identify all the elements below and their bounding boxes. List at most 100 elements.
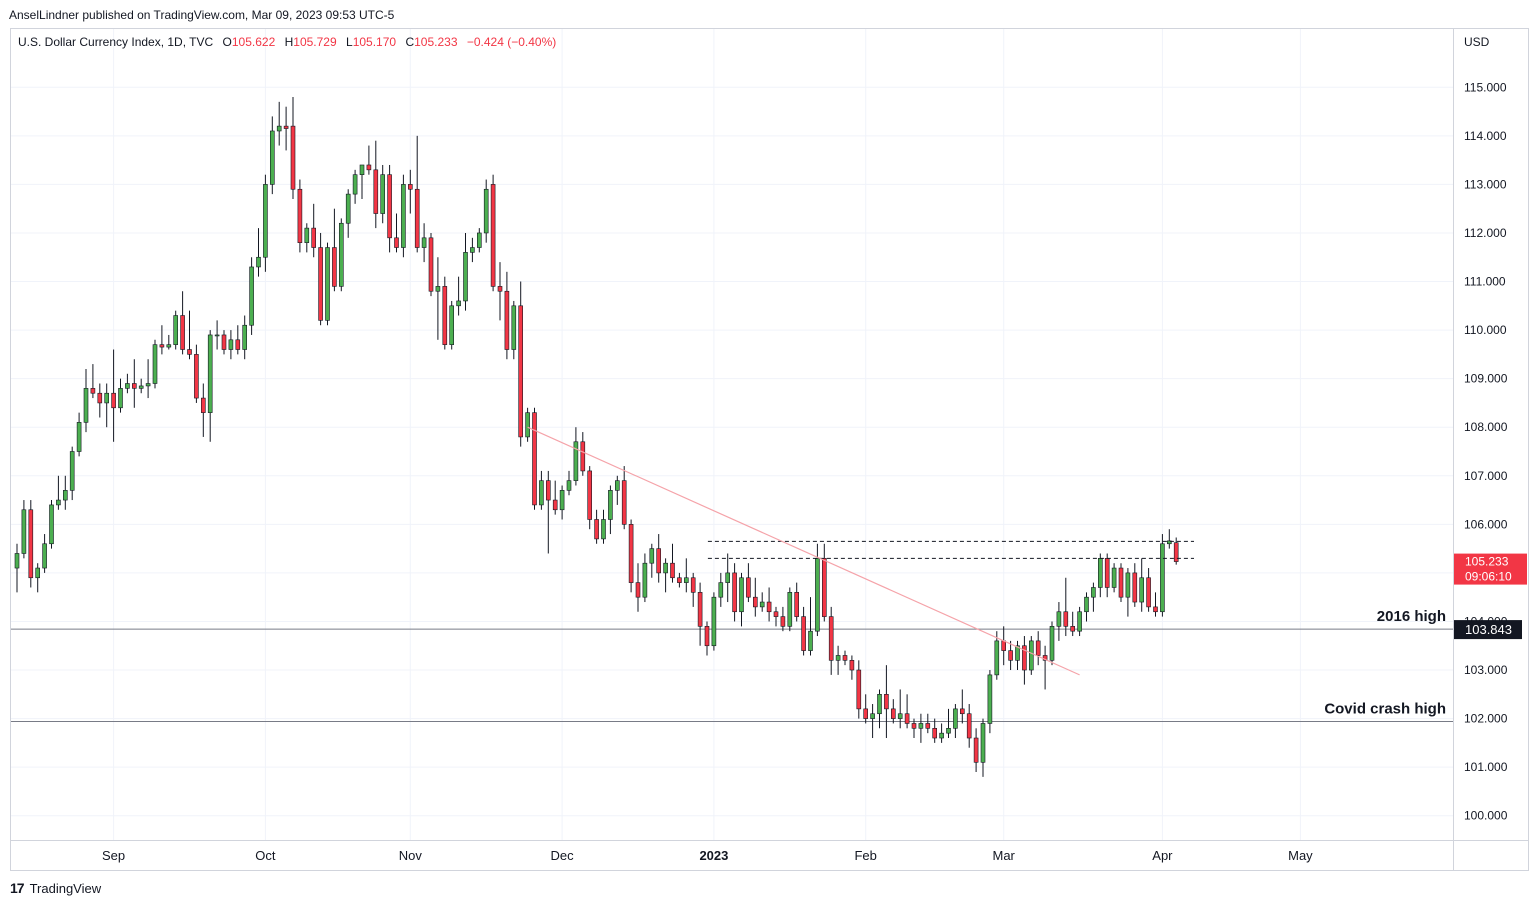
candle[interactable] xyxy=(1042,645,1048,690)
candle[interactable] xyxy=(842,650,848,666)
candle[interactable] xyxy=(207,330,213,442)
candle[interactable] xyxy=(125,373,130,394)
candle[interactable] xyxy=(539,470,544,510)
candle[interactable] xyxy=(953,704,958,739)
candle[interactable] xyxy=(580,432,586,476)
candle[interactable] xyxy=(345,189,351,238)
candle[interactable] xyxy=(946,708,951,739)
candle[interactable] xyxy=(428,232,434,297)
candle[interactable] xyxy=(801,606,806,656)
footer-brand[interactable]: 17 TradingView xyxy=(10,880,101,896)
candle[interactable] xyxy=(704,621,710,656)
candle[interactable] xyxy=(352,169,358,204)
candle[interactable] xyxy=(290,96,296,199)
candle[interactable] xyxy=(104,383,109,428)
candle[interactable] xyxy=(1022,636,1027,685)
candle[interactable] xyxy=(980,718,986,777)
candle[interactable] xyxy=(228,330,234,360)
candle[interactable] xyxy=(373,140,379,229)
candle[interactable] xyxy=(621,466,627,530)
candle[interactable] xyxy=(877,689,882,729)
candle[interactable] xyxy=(1173,537,1179,565)
candle[interactable] xyxy=(525,407,530,442)
candle[interactable] xyxy=(932,718,938,743)
candle[interactable] xyxy=(49,500,54,549)
candle[interactable] xyxy=(614,475,620,505)
candle[interactable] xyxy=(994,631,1000,680)
candle[interactable] xyxy=(911,718,917,739)
candle[interactable] xyxy=(221,330,227,355)
candle[interactable] xyxy=(256,228,261,277)
candle[interactable] xyxy=(214,320,220,350)
candle[interactable] xyxy=(815,543,820,637)
candle[interactable] xyxy=(532,407,537,510)
candle[interactable] xyxy=(194,344,199,403)
candle[interactable] xyxy=(463,232,468,311)
candle[interactable] xyxy=(449,300,455,350)
candle[interactable] xyxy=(173,310,178,350)
candle[interactable] xyxy=(69,446,75,501)
candle[interactable] xyxy=(1118,563,1124,603)
candle[interactable] xyxy=(1084,592,1089,622)
candle[interactable] xyxy=(746,563,751,603)
candle[interactable] xyxy=(1132,563,1138,607)
candle[interactable] xyxy=(649,543,655,578)
candle[interactable] xyxy=(180,291,185,355)
candle[interactable] xyxy=(366,145,372,175)
candle[interactable] xyxy=(1153,592,1158,617)
candle[interactable] xyxy=(966,704,972,748)
candle[interactable] xyxy=(752,577,758,617)
candle[interactable] xyxy=(56,475,61,510)
candle[interactable] xyxy=(283,106,289,151)
candle[interactable] xyxy=(890,699,896,724)
candle[interactable] xyxy=(552,480,558,515)
candle[interactable] xyxy=(677,572,682,588)
candle[interactable] xyxy=(780,606,786,632)
candle[interactable] xyxy=(1035,631,1041,666)
candle[interactable] xyxy=(111,349,116,442)
candle[interactable] xyxy=(939,723,944,743)
candle[interactable] xyxy=(152,339,158,389)
candle[interactable] xyxy=(759,592,765,612)
candle[interactable] xyxy=(683,558,689,593)
candle[interactable] xyxy=(159,325,165,355)
candle[interactable] xyxy=(380,164,386,224)
candle[interactable] xyxy=(1091,582,1096,612)
candle[interactable] xyxy=(338,218,344,292)
candle[interactable] xyxy=(884,665,889,739)
candle[interactable] xyxy=(263,174,268,272)
candle[interactable] xyxy=(456,276,461,316)
candle[interactable] xyxy=(21,500,27,559)
candle[interactable] xyxy=(1029,636,1034,675)
candle[interactable] xyxy=(1167,529,1172,549)
candle[interactable] xyxy=(235,325,241,355)
candle[interactable] xyxy=(28,500,34,588)
candle[interactable] xyxy=(732,563,737,622)
candle[interactable] xyxy=(690,572,696,607)
candle[interactable] xyxy=(35,563,41,593)
candle[interactable] xyxy=(421,223,427,263)
candle[interactable] xyxy=(663,558,668,593)
candle[interactable] xyxy=(269,116,275,195)
candle[interactable] xyxy=(394,213,399,253)
candle[interactable] xyxy=(725,553,731,603)
candle[interactable] xyxy=(1111,563,1117,593)
candle[interactable] xyxy=(1160,534,1165,617)
candle[interactable] xyxy=(863,694,869,724)
candle[interactable] xyxy=(187,310,192,360)
candle[interactable] xyxy=(1125,568,1131,617)
candle[interactable] xyxy=(656,534,662,583)
candle[interactable] xyxy=(1001,626,1007,666)
candle[interactable] xyxy=(739,572,744,627)
candle[interactable] xyxy=(559,485,565,520)
candle[interactable] xyxy=(311,203,317,258)
candle[interactable] xyxy=(601,509,606,544)
candle[interactable] xyxy=(1146,568,1151,612)
candle[interactable] xyxy=(1077,606,1082,637)
candle[interactable] xyxy=(476,228,482,253)
candle[interactable] xyxy=(545,470,551,554)
candle[interactable] xyxy=(325,242,330,326)
candle[interactable] xyxy=(849,655,855,680)
candle[interactable] xyxy=(973,728,979,773)
